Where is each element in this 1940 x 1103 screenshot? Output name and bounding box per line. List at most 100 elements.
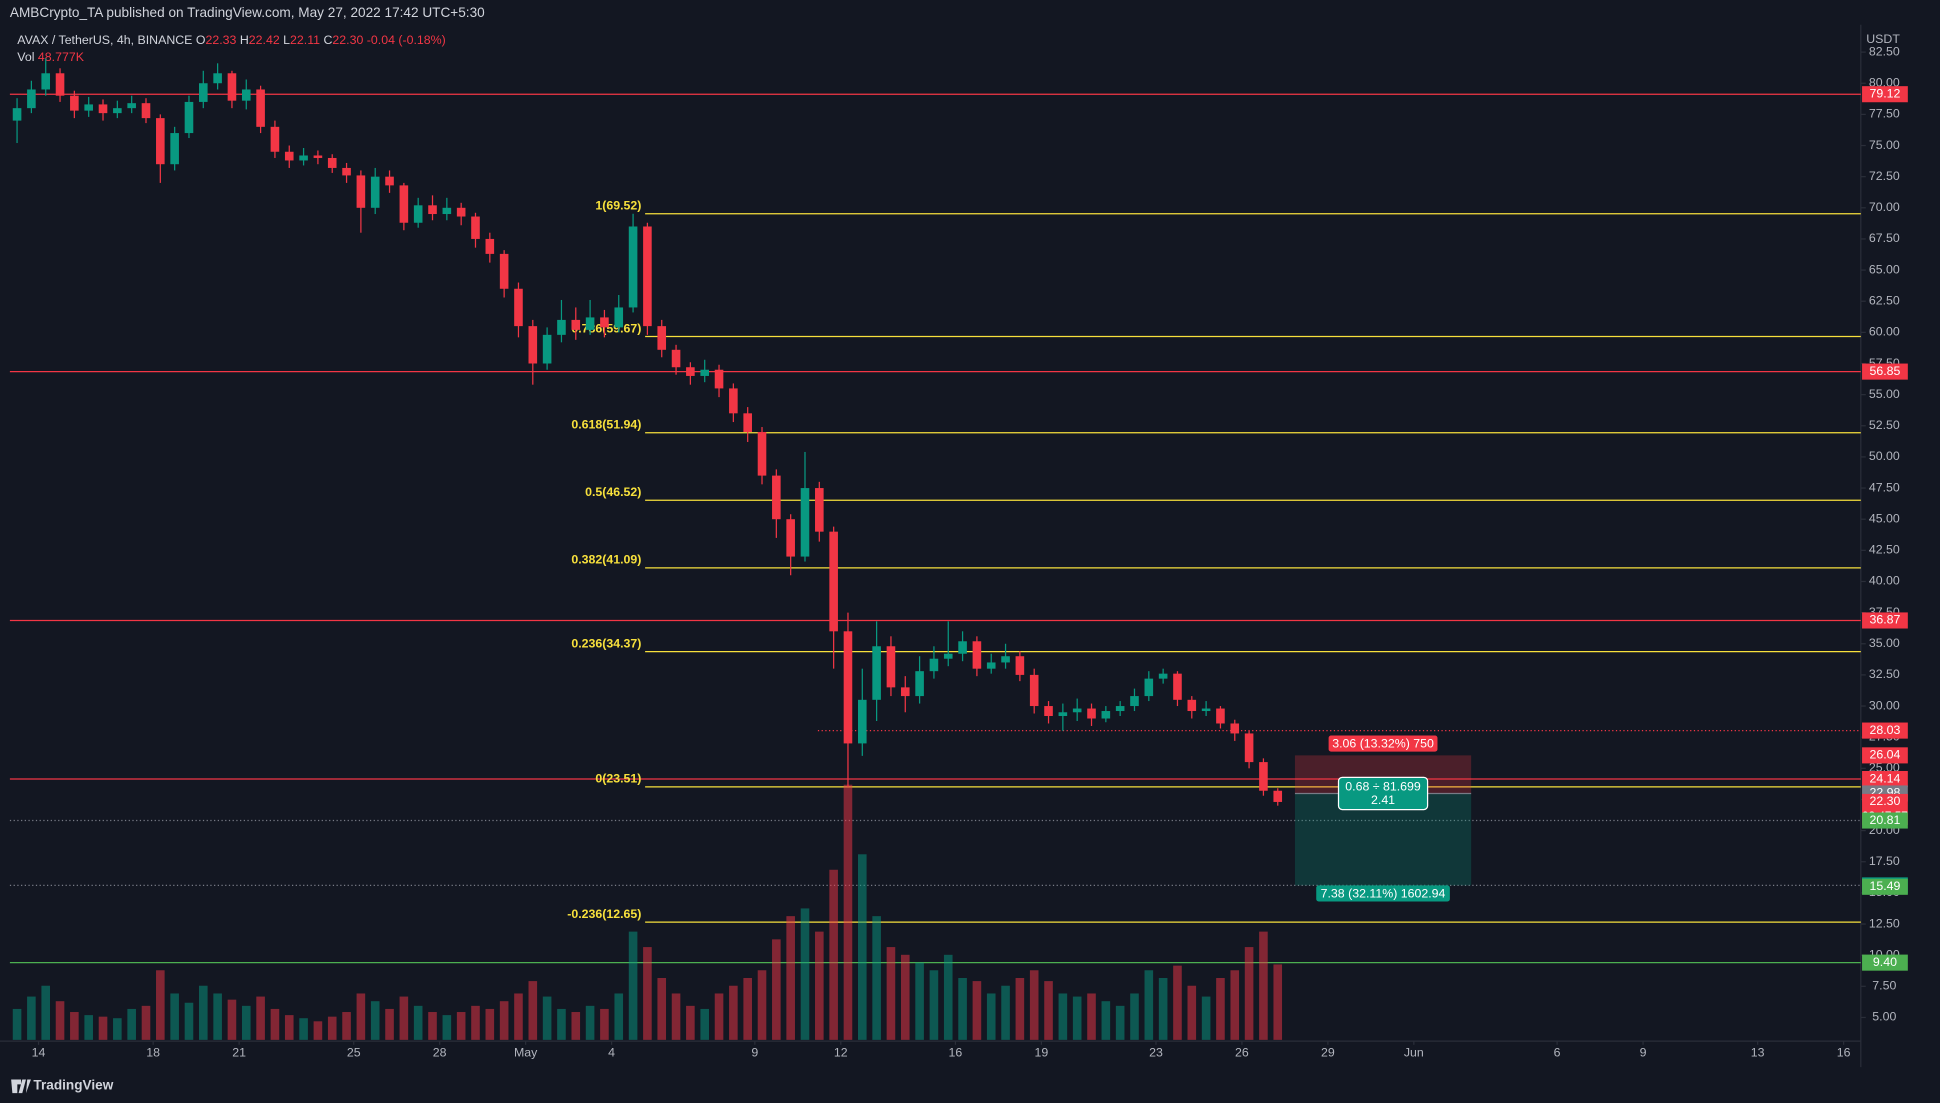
- x-tick-label: 14: [32, 1046, 46, 1060]
- candle-body: [872, 646, 881, 700]
- volume-bar: [1130, 993, 1139, 1040]
- fib-label: -0.236(12.65): [567, 907, 641, 921]
- volume-bar: [241, 1005, 251, 1040]
- legend-value: -0.04 (-0.18%): [367, 33, 446, 47]
- volume-bar: [600, 1008, 609, 1040]
- x-tick-label: 23: [1149, 1046, 1163, 1060]
- candle-body: [98, 104, 108, 114]
- candle-body: [600, 317, 609, 328]
- volume-bar: [900, 954, 910, 1040]
- y-tick-label: 72.50: [1869, 169, 1900, 183]
- volume-bar: [428, 1012, 437, 1040]
- legend-value: 22.30: [332, 33, 363, 47]
- candle-body: [284, 151, 294, 161]
- volume-bar: [1144, 970, 1154, 1040]
- volume-bar: [227, 999, 237, 1040]
- volume-bar: [270, 1008, 280, 1040]
- y-tick-label: 12.50: [1869, 916, 1900, 930]
- candle-body: [929, 658, 939, 672]
- volume-bar: [815, 931, 824, 1040]
- volume-bar: [1244, 947, 1254, 1040]
- candle-body: [327, 157, 337, 168]
- brand-logo: TradingView: [11, 1077, 114, 1094]
- volume-bar: [729, 985, 738, 1040]
- volume-bar: [628, 931, 638, 1040]
- x-tick-label: 25: [347, 1046, 361, 1060]
- volume-bar: [127, 1008, 136, 1040]
- candle-body: [1230, 723, 1240, 734]
- candle-body: [1158, 673, 1168, 679]
- candle-body: [213, 73, 222, 84]
- candle-body: [1029, 674, 1039, 707]
- volume-bar: [643, 947, 652, 1040]
- price-label: 28.03: [1869, 723, 1900, 737]
- x-tick-label: 6: [1554, 1046, 1561, 1060]
- candle-body: [1216, 708, 1225, 724]
- volume-bar: [943, 954, 953, 1040]
- candle-body: [800, 488, 810, 557]
- candle-body: [829, 531, 838, 632]
- candle-body: [700, 369, 710, 376]
- candle-body: [628, 226, 638, 308]
- price-label: 26.04: [1869, 748, 1900, 762]
- candle-body: [41, 73, 51, 90]
- candle-body: [1201, 708, 1211, 712]
- volume-bar: [313, 1021, 323, 1040]
- candle-body: [1273, 790, 1283, 802]
- candle-body: [1015, 656, 1025, 675]
- legend-value: 22.33: [206, 33, 237, 47]
- fib-label: 0.382(41.09): [571, 553, 641, 567]
- candle-body: [428, 205, 437, 215]
- candle-body: [772, 475, 781, 520]
- candle-body: [714, 369, 724, 389]
- price-label-box: [1862, 722, 1908, 739]
- volume-bar: [199, 985, 208, 1040]
- volume-bar: [886, 947, 896, 1040]
- price-label-box: [1862, 954, 1908, 971]
- candle-body: [1001, 656, 1010, 663]
- volume-bar: [915, 962, 924, 1040]
- y-tick-label: 62.50: [1869, 293, 1900, 307]
- volume-bar: [27, 996, 36, 1040]
- volume-bar: [843, 784, 853, 1040]
- fib-label: 0(23.51): [595, 772, 641, 786]
- legend-value: 22.42: [249, 33, 280, 47]
- volume-bar: [571, 1012, 581, 1040]
- volume-bar: [156, 970, 165, 1040]
- candle-body: [643, 226, 652, 327]
- volume-bar: [700, 1008, 710, 1040]
- volume-bar: [1101, 1001, 1111, 1040]
- volume-bar: [1187, 985, 1197, 1040]
- volume-bar: [442, 1015, 452, 1040]
- y-tick-label: 40.00: [1869, 574, 1900, 588]
- candle-body: [227, 73, 237, 101]
- y-tick-label: 80.00: [1869, 76, 1900, 90]
- candle-body: [270, 126, 280, 152]
- candle-body: [900, 687, 910, 697]
- volume-bar: [1087, 993, 1096, 1040]
- x-tick-label: May: [514, 1046, 538, 1060]
- candle-body: [1244, 733, 1254, 763]
- publish-header: AMBCrypto_TA published on TradingView.co…: [10, 5, 485, 20]
- volume-bar: [1230, 970, 1240, 1040]
- volume-bar: [12, 1008, 22, 1040]
- stop-label: 3.06 (13.32%) 750: [1332, 736, 1434, 750]
- price-label: 22.30: [1869, 794, 1900, 808]
- price-label: 36.87: [1869, 613, 1900, 627]
- volume-bar: [41, 985, 51, 1040]
- y-tick-label: 60.00: [1869, 325, 1900, 339]
- y-tick-label: 55.00: [1869, 387, 1900, 401]
- candle-body: [471, 216, 480, 239]
- volume-bar: [399, 996, 409, 1040]
- candle-body: [671, 349, 681, 368]
- volume-bar: [757, 970, 767, 1040]
- y-tick-label: 50.00: [1869, 449, 1900, 463]
- volume-bar: [170, 993, 179, 1040]
- y-tick-label: 75.00: [1869, 138, 1900, 152]
- price-label-box: [1862, 612, 1908, 629]
- volume-bar: [184, 1002, 194, 1040]
- candle-body: [557, 319, 566, 335]
- x-tick-label: 26: [1235, 1046, 1249, 1060]
- candle-body: [514, 288, 523, 327]
- fib-label: 1(69.52): [595, 199, 641, 213]
